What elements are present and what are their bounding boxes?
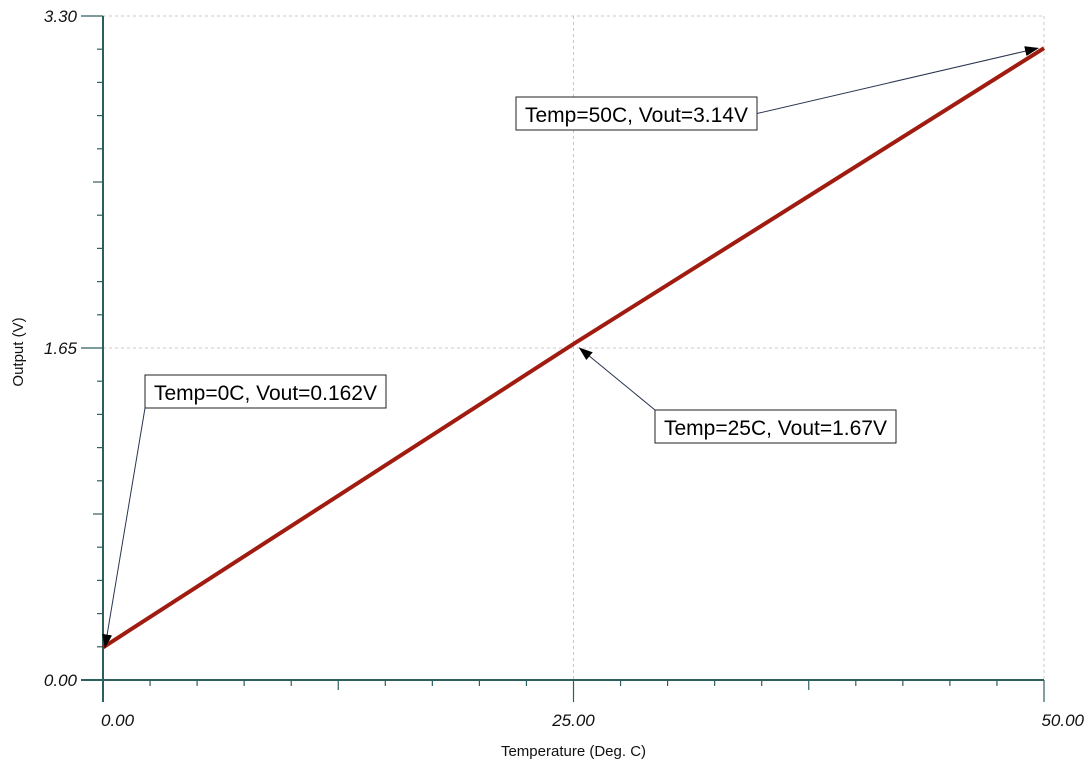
x-tick-label: 25.00	[551, 711, 595, 730]
annotation-label: Temp=25C, Vout=1.67V	[664, 417, 887, 440]
annotation-box	[144, 374, 387, 409]
annotation-box	[654, 409, 897, 444]
annotation-box	[515, 96, 758, 131]
series-line	[101, 46, 1046, 650]
annotation-label: Temp=50C, Vout=3.14V	[525, 104, 748, 127]
annotation-arrow	[102, 407, 146, 649]
tick-labels: 0.00 1.65 3.30 0.00 25.00 50.00	[44, 7, 1085, 730]
x-axis-title: Temperature (Deg. C)	[501, 743, 646, 760]
series	[101, 46, 1046, 650]
y-tick-label: 1.65	[44, 339, 78, 358]
y-axis-title: Output (V)	[10, 317, 27, 386]
y-tick-label: 0.00	[44, 671, 78, 690]
x-tick-label: 0.00	[101, 711, 135, 730]
annotation-arrow	[578, 347, 656, 411]
axes	[81, 16, 1044, 702]
annotation-label: Temp=0C, Vout=0.162V	[154, 382, 377, 405]
x-tick-label: 50.00	[1041, 711, 1084, 730]
annotation-arrow	[756, 46, 1039, 114]
y-tick-label: 3.30	[44, 7, 78, 26]
annotations: Temp=0C, Vout=0.162V Temp=25C, Vout=1.67V…	[102, 46, 1039, 649]
